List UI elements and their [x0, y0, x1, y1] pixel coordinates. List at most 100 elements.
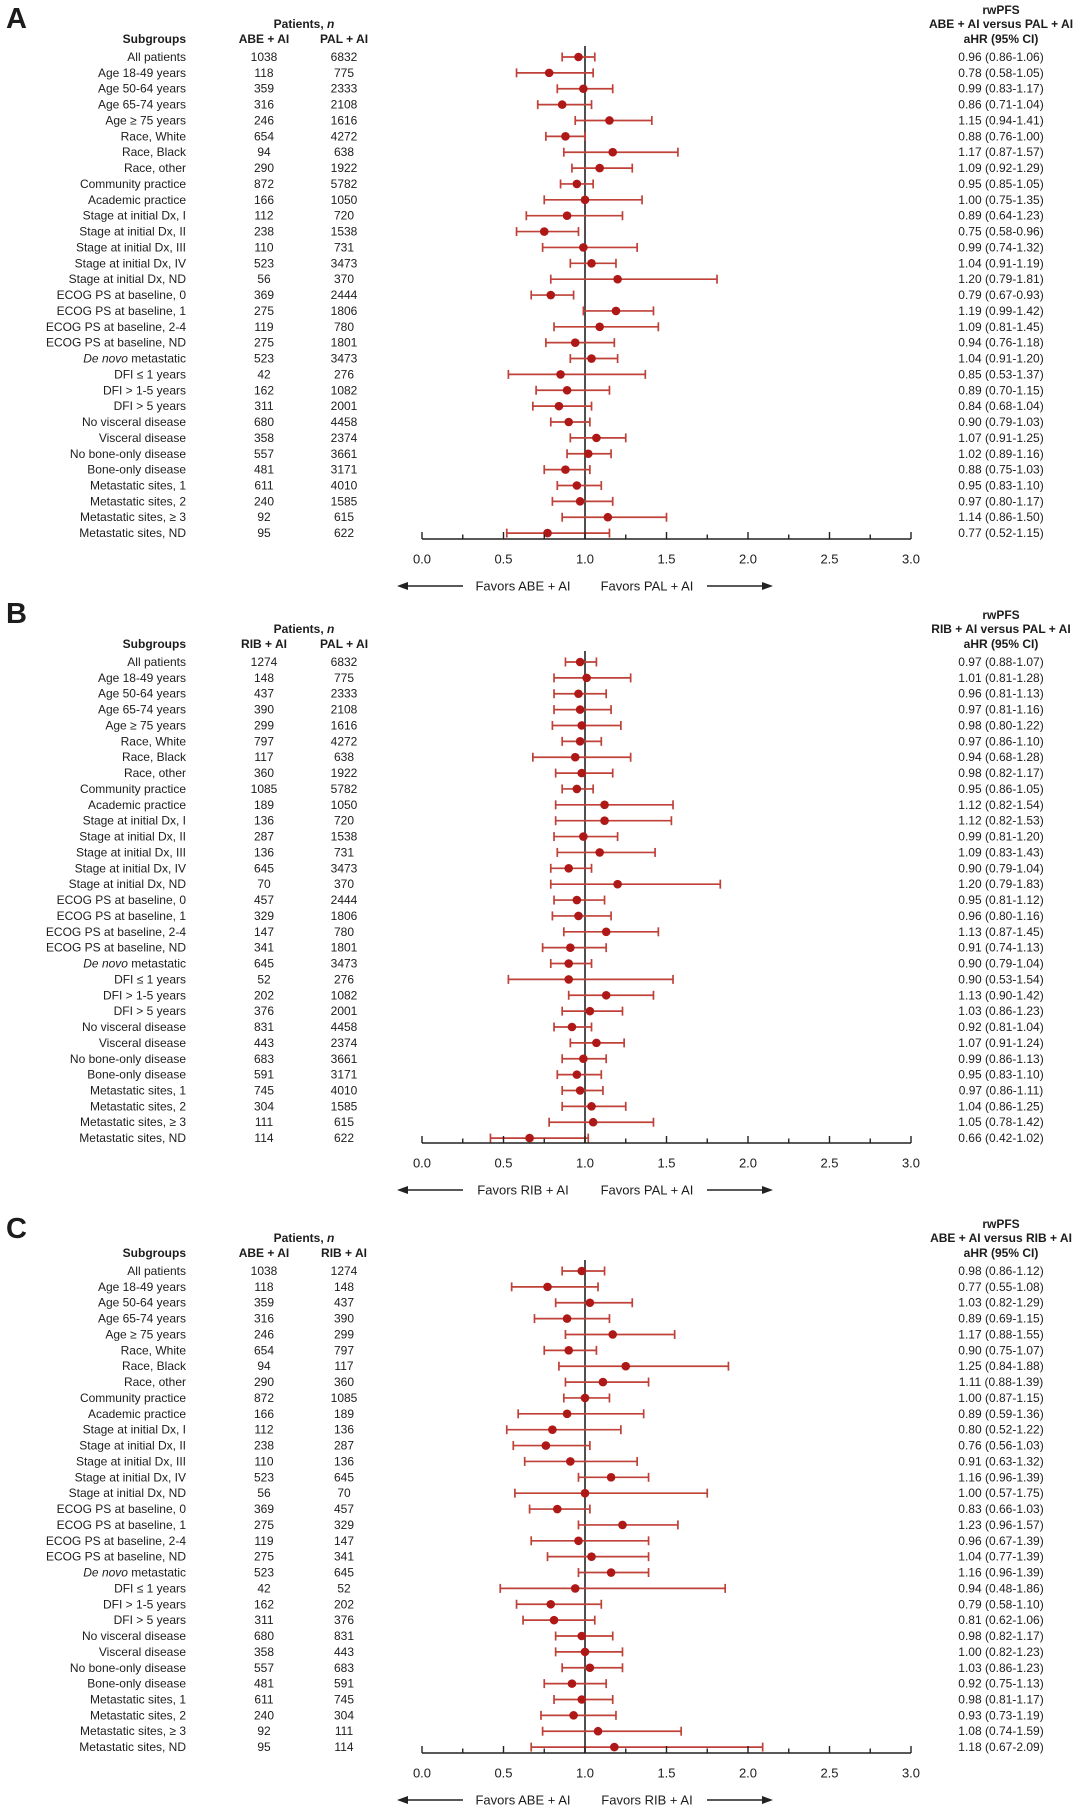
- n-col2: 615: [334, 1115, 354, 1129]
- forest-row: Metastatic sites, ≥ 3 111 615 1.05 (0.78-1.…: [80, 1115, 1044, 1129]
- n-col2: 1922: [331, 161, 358, 175]
- forest-row: Metastatic sites, ≥ 3 92 111 1.08 (0.74-1.5…: [80, 1724, 1044, 1738]
- forest-row: Bone-only disease 481 591 0.92 (0.75-1.13): [87, 1677, 1043, 1691]
- n-col1: 680: [254, 1629, 274, 1643]
- forest-row: ECOG PS at baseline, 0 457 2444 0.95 (0.81-…: [57, 893, 1044, 907]
- x-axis-tick-label: 1.5: [657, 552, 675, 567]
- n-col1: 136: [254, 814, 274, 828]
- point-estimate-marker: [570, 1584, 580, 1593]
- n-col2: 457: [334, 1502, 354, 1516]
- forest-row: Race, Black 94 638 1.17 (0.87-1.57): [122, 145, 1044, 159]
- n-col1: 341: [254, 941, 274, 955]
- ahr-value: 0.91 (0.74-1.13): [958, 941, 1043, 955]
- ahr-value: 0.84 (0.68-1.04): [958, 399, 1043, 413]
- point-estimate-marker: [592, 433, 601, 443]
- subgroup-label: Visceral disease: [99, 1645, 186, 1659]
- result-header-line: ABE + AI versus RIB + AI: [930, 1231, 1072, 1245]
- n-col1: 238: [254, 225, 274, 239]
- n-col2: 1082: [331, 383, 358, 397]
- point-estimate-marker: [587, 259, 596, 268]
- n-col2: 148: [334, 1280, 354, 1294]
- n-col1: 275: [254, 336, 274, 350]
- n-col1: 523: [254, 1566, 274, 1580]
- forest-row: DFI ≤ 1 years 42 52 0.94 (0.48-1.86): [114, 1581, 1044, 1595]
- n-col1: 390: [254, 703, 274, 717]
- n-col1: 311: [254, 399, 273, 413]
- forest-row: Metastatic sites, 1 745 4010 0.97 (0.86-1.1…: [90, 1083, 1043, 1097]
- x-axis-tick-label: 2.5: [820, 552, 838, 567]
- point-estimate-marker: [577, 768, 587, 778]
- subgroup-label: Race, Black: [122, 145, 187, 159]
- ahr-value: 0.92 (0.81-1.04): [958, 1020, 1043, 1034]
- n-col2: 304: [334, 1708, 354, 1722]
- n-col1: 523: [254, 256, 274, 270]
- point-estimate-marker: [543, 1282, 552, 1292]
- point-estimate-marker: [587, 354, 596, 363]
- n-col1: 360: [254, 766, 274, 780]
- n-col2: 797: [334, 1343, 354, 1357]
- n-col2: 6832: [331, 50, 358, 64]
- ahr-value: 0.90 (0.75-1.07): [958, 1343, 1043, 1357]
- ahr-value: 0.91 (0.63-1.32): [958, 1454, 1043, 1468]
- x-axis-tick-label: 1.0: [576, 552, 594, 567]
- point-estimate-marker: [601, 927, 611, 937]
- subgroup-label: No bone-only disease: [70, 1661, 186, 1675]
- ahr-value: 0.77 (0.55-1.08): [958, 1280, 1043, 1294]
- n-col2: 299: [334, 1327, 354, 1341]
- point-estimate-marker: [570, 752, 580, 762]
- ahr-value: 1.23 (0.96-1.57): [958, 1518, 1043, 1532]
- subgroup-label: Age ≥ 75 years: [105, 113, 186, 127]
- n-col2: 4458: [331, 415, 358, 429]
- subgroup-label: Stage at initial Dx, IV: [75, 256, 186, 270]
- forest-row: DFI > 1-5 years 202 1082 1.13 (0.90-1.42): [103, 988, 1044, 1002]
- forest-row: Metastatic sites, ND 114 622 0.66 (0.42-1.0…: [79, 1131, 1043, 1145]
- col2-header: RIB + AI: [321, 1246, 367, 1260]
- forest-row: Metastatic sites, 2 240 304 0.93 (0.73-1.19…: [90, 1708, 1044, 1722]
- subgroup-label: Age ≥ 75 years: [105, 1327, 186, 1341]
- ahr-value: 0.97 (0.86-1.10): [958, 734, 1043, 748]
- point-estimate-marker: [600, 800, 609, 810]
- x-axis-tick-label: 2.0: [739, 552, 757, 567]
- ahr-value: 1.12 (0.82-1.54): [958, 798, 1043, 812]
- forest-row: DFI ≤ 1 years 42 276 0.85 (0.53-1.37): [114, 367, 1044, 381]
- ahr-value: 1.07 (0.91-1.25): [958, 431, 1043, 445]
- subgroup-label: Age ≥ 75 years: [105, 718, 186, 732]
- x-axis-tick-label: 0.5: [494, 1156, 512, 1171]
- n-col2: 111: [335, 1724, 354, 1738]
- patients-n-header: Patients, n: [274, 622, 335, 636]
- point-estimate-marker: [583, 449, 593, 459]
- n-col2: 1922: [331, 766, 358, 780]
- n-col2: 1050: [331, 798, 358, 812]
- forest-row: Visceral disease 358 2374 1.07 (0.91-1.25): [99, 431, 1044, 445]
- n-col1: 369: [254, 1502, 274, 1516]
- ahr-value: 1.13 (0.87-1.45): [958, 925, 1043, 939]
- ahr-value: 0.89 (0.69-1.15): [958, 1312, 1043, 1326]
- n-col1: 118: [254, 66, 273, 80]
- n-col2: 2108: [331, 98, 358, 112]
- ahr-value: 1.04 (0.77-1.39): [958, 1550, 1043, 1564]
- n-col1: 645: [254, 861, 274, 875]
- forest-row: DFI > 5 years 376 2001 1.03 (0.86-1.23): [114, 1004, 1044, 1018]
- ahr-value: 0.97 (0.81-1.16): [958, 703, 1043, 717]
- n-col1: 358: [254, 431, 274, 445]
- x-axis-tick-label: 2.0: [739, 1156, 757, 1171]
- ahr-value: 0.90 (0.53-1.54): [958, 972, 1043, 986]
- point-estimate-marker: [601, 990, 611, 1000]
- ahr-value: 0.90 (0.79-1.04): [958, 957, 1043, 971]
- subgroup-label: Stage at initial Dx, III: [76, 845, 186, 859]
- n-col1: 110: [254, 1454, 273, 1468]
- forest-row: Race, Black 117 638 0.94 (0.68-1.28): [122, 750, 1044, 764]
- forest-row: De novo metastatic 523 3473 1.04 (0.91-1.20…: [83, 352, 1043, 366]
- point-estimate-marker: [585, 1298, 595, 1308]
- subgroup-label: DFI > 5 years: [114, 1004, 186, 1018]
- n-col1: 359: [254, 1296, 274, 1310]
- forest-row: DFI > 5 years 311 2001 0.84 (0.68-1.04): [114, 399, 1044, 413]
- ahr-value: 0.88 (0.75-1.03): [958, 463, 1043, 477]
- point-estimate-marker: [572, 179, 582, 189]
- x-axis-tick-label: 3.0: [902, 1766, 920, 1781]
- subgroup-label: Stage at initial Dx, III: [76, 1454, 186, 1468]
- n-col1: 92: [257, 1724, 271, 1738]
- subgroup-label: All patients: [127, 1264, 186, 1278]
- subgroup-label: Metastatic sites, ≥ 3: [80, 1724, 186, 1738]
